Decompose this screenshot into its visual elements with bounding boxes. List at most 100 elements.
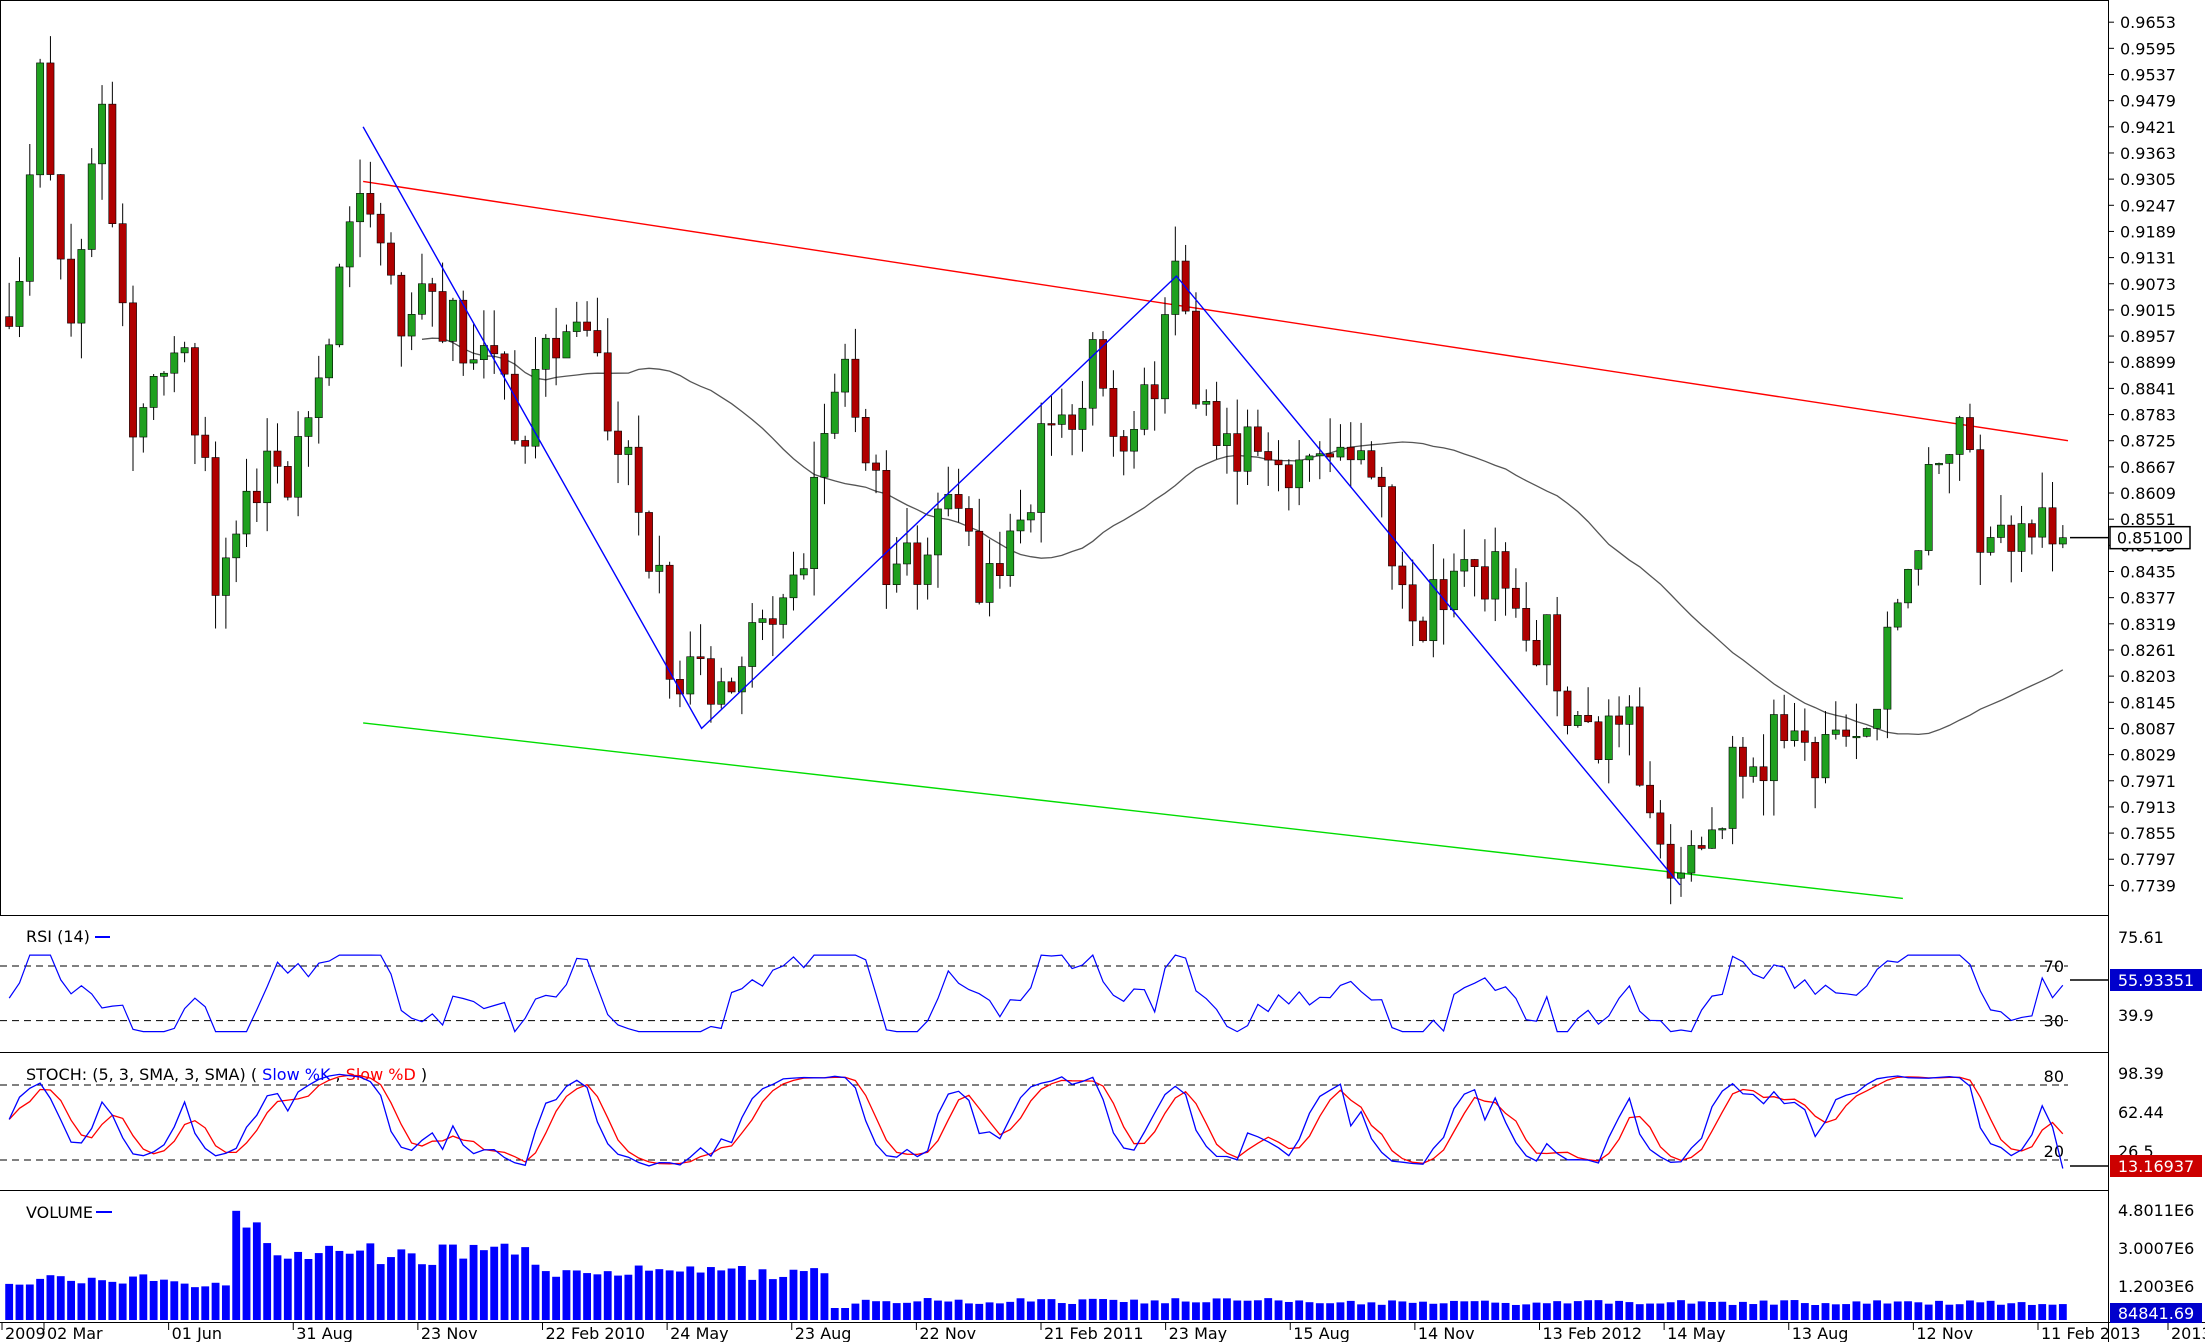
volume-bar xyxy=(1904,1301,1912,1320)
candle xyxy=(665,561,674,699)
volume-bar xyxy=(1233,1300,1242,1320)
stoch-label-prefix: STOCH: (5, 3, SMA, 3, SMA) xyxy=(26,1065,246,1084)
volume-bar xyxy=(1873,1300,1882,1320)
candle xyxy=(1078,381,1087,452)
candle xyxy=(118,203,127,327)
volume-bar xyxy=(552,1276,561,1320)
volume-bar xyxy=(304,1258,313,1320)
candle-body-down xyxy=(1470,559,1479,567)
candle xyxy=(934,492,942,588)
volume-bar xyxy=(851,1303,860,1320)
price-tick-label: 0.9073 xyxy=(2120,275,2176,294)
candle xyxy=(273,423,282,484)
candle-body-down xyxy=(975,530,984,603)
volume-bar xyxy=(273,1255,282,1320)
candle xyxy=(376,202,385,266)
candle-body-up xyxy=(170,352,179,374)
volume-bar xyxy=(1212,1298,1221,1320)
candle xyxy=(1553,596,1562,717)
candle xyxy=(304,411,313,467)
volume-bar xyxy=(1346,1300,1355,1320)
candle-body-up xyxy=(717,681,726,705)
candle xyxy=(1883,611,1892,739)
candle xyxy=(1088,332,1097,426)
candle-body-up xyxy=(77,249,86,324)
candle xyxy=(614,401,622,484)
candle-body-up xyxy=(934,508,942,556)
candle-body-up xyxy=(1718,828,1727,831)
candle xyxy=(1976,434,1985,585)
volume-bar xyxy=(1759,1300,1768,1320)
candle-body-down xyxy=(1656,812,1665,845)
candle-body-up xyxy=(562,331,571,359)
candle-body-up xyxy=(1460,559,1469,572)
candle xyxy=(645,510,653,579)
volume-bar xyxy=(995,1303,1004,1320)
x-tick-label: 23 May xyxy=(1169,1324,1228,1342)
candle xyxy=(1109,370,1118,457)
candle-body-down xyxy=(1233,433,1242,472)
zigzag-line xyxy=(362,126,1681,886)
candle xyxy=(892,537,901,593)
volume-bar xyxy=(335,1250,344,1320)
candle-body-up xyxy=(1491,551,1500,600)
volume-bar xyxy=(634,1265,643,1320)
candle xyxy=(2058,525,2067,549)
x-tick-label: 12 Nov xyxy=(1916,1324,1973,1342)
x-tick-label: 23 Nov xyxy=(421,1324,478,1342)
candle xyxy=(655,535,664,594)
candle-body-down xyxy=(603,352,612,432)
candle xyxy=(1450,553,1458,618)
candle-body-down xyxy=(593,330,602,354)
candle-body-up xyxy=(1223,433,1231,446)
volume-bar xyxy=(799,1271,808,1320)
volume-bar xyxy=(376,1264,385,1320)
candle xyxy=(67,223,75,337)
candle xyxy=(1615,696,1623,748)
candle-body-down xyxy=(108,103,117,224)
volume-bar xyxy=(1243,1300,1252,1320)
candle xyxy=(1099,330,1107,397)
candle-body-down xyxy=(397,274,406,337)
candle-body-up xyxy=(737,666,746,693)
candle-body-up xyxy=(180,347,189,354)
rsi-current-label: 55.93351 xyxy=(2118,971,2194,990)
volume-bar xyxy=(954,1299,963,1320)
volume-bar xyxy=(1274,1300,1283,1320)
candle-body-down xyxy=(1780,714,1789,741)
candle xyxy=(1491,527,1500,622)
candle-body-down xyxy=(1532,639,1541,666)
volume-bar xyxy=(77,1283,86,1320)
volume-bar xyxy=(1006,1301,1015,1320)
price-tick-label: 0.8087 xyxy=(2120,719,2176,738)
candle-body-up xyxy=(1997,524,2005,538)
candle xyxy=(975,498,984,605)
candle-body-up xyxy=(139,407,148,438)
candle-body-up xyxy=(1769,714,1778,782)
candle-body-up xyxy=(903,542,911,565)
candle-body-down xyxy=(46,62,55,175)
candle xyxy=(1068,404,1077,456)
candle-body-up xyxy=(1336,446,1345,458)
candle xyxy=(46,36,55,181)
candle xyxy=(799,553,808,580)
price-tick-label: 0.7797 xyxy=(2120,850,2176,869)
price-tick-label: 0.8203 xyxy=(2120,667,2176,686)
candlesticks xyxy=(5,36,2067,905)
candle xyxy=(583,301,591,337)
price-tick-label: 0.9247 xyxy=(2120,196,2176,215)
candle xyxy=(1542,614,1551,686)
current-price-box xyxy=(2109,525,2191,550)
candle xyxy=(1295,440,1304,506)
candle-body-down xyxy=(707,658,715,705)
x-tick-label: 22 Feb 2010 xyxy=(546,1324,646,1342)
volume-bar xyxy=(201,1286,210,1320)
volume-bar xyxy=(1078,1299,1087,1320)
candle xyxy=(1326,418,1335,473)
candle xyxy=(1305,453,1314,482)
candle xyxy=(25,144,34,296)
candle-body-down xyxy=(1181,260,1190,312)
candle-body-up xyxy=(1006,530,1015,576)
candle-body-up xyxy=(242,490,251,535)
